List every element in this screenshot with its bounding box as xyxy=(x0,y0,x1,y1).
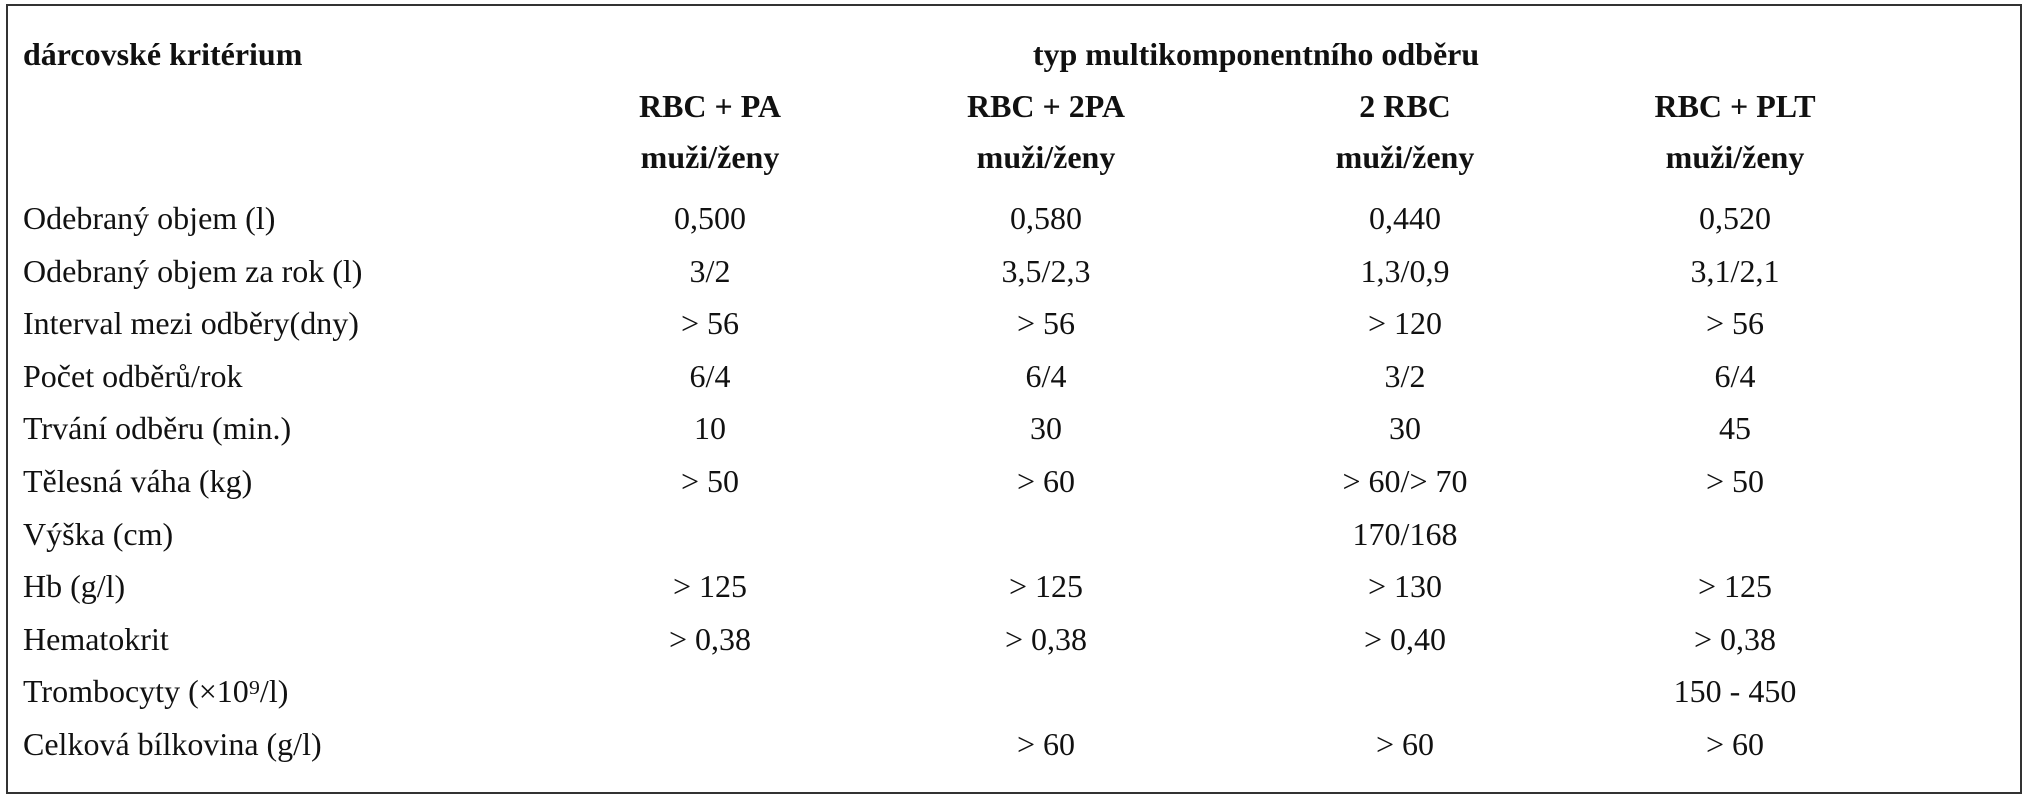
column-name: RBC + PLT xyxy=(1654,88,1816,124)
row-label: Hb (g/l) xyxy=(23,568,126,605)
cell: > 0,38 xyxy=(1004,620,1088,657)
row-label: Tělesná váha (kg) xyxy=(23,463,253,499)
cell: 0,440 xyxy=(1369,200,1441,236)
cell: > 60 xyxy=(1016,726,1076,762)
cell: > 56 xyxy=(1705,305,1765,342)
row-label: Celková bílkovina (g/l) xyxy=(23,726,322,762)
cell: 0,580 xyxy=(1010,200,1082,236)
cell: > 60 xyxy=(1705,726,1765,762)
table-frame xyxy=(6,4,2022,794)
column-sub: muži/ženy xyxy=(976,139,1116,175)
column-sub: muži/ženy xyxy=(1335,139,1475,175)
cell: > 60 xyxy=(1375,726,1435,762)
row-label: Interval mezi odběry(dny) xyxy=(23,305,359,342)
cell: 3,5/2,3 xyxy=(1001,252,1091,289)
row-label: Výška (cm) xyxy=(23,515,174,552)
row-label: Odebraný objem (l) xyxy=(23,200,276,236)
cell: > 125 xyxy=(672,568,748,605)
column-sub: muži/ženy xyxy=(640,139,780,175)
cell: 170/168 xyxy=(1352,515,1458,552)
column-name: RBC + PA xyxy=(638,88,782,124)
cell: > 0,38 xyxy=(1693,620,1777,657)
cell: 30 xyxy=(1030,410,1062,447)
cell: 3,1/2,1 xyxy=(1690,252,1780,289)
row-label: Trvání odběru (min.) xyxy=(23,410,292,447)
cell: 45 xyxy=(1719,410,1751,447)
cell: 6/4 xyxy=(689,357,731,394)
cell: > 0,38 xyxy=(668,620,752,657)
column-name: 2 RBC xyxy=(1359,88,1451,124)
row-label: Počet odběrů/rok xyxy=(23,357,243,394)
column-name: RBC + 2PA xyxy=(966,88,1126,124)
cell: > 125 xyxy=(1008,568,1084,605)
cell: > 0,40 xyxy=(1363,620,1447,657)
cell: 3/2 xyxy=(689,252,731,289)
row-label: Trombocyty (×10⁹/l) xyxy=(23,673,289,710)
cell: 1,3/0,9 xyxy=(1360,252,1450,289)
cell: 6/4 xyxy=(1025,357,1067,394)
cell: 0,520 xyxy=(1699,200,1771,236)
row-label: Hematokrit xyxy=(23,620,169,657)
cell: 6/4 xyxy=(1714,357,1756,394)
cell: > 56 xyxy=(680,305,740,342)
cell: > 125 xyxy=(1697,568,1773,605)
cell: 10 xyxy=(694,410,726,447)
cell: 0,500 xyxy=(674,200,746,236)
criterion-header: dárcovské kritérium xyxy=(23,36,303,72)
cell: > 60 xyxy=(1016,463,1076,499)
cell: 150 - 450 xyxy=(1673,673,1797,710)
cell: > 120 xyxy=(1367,305,1443,342)
cell: > 50 xyxy=(1705,463,1765,499)
cell: > 60/> 70 xyxy=(1342,463,1468,499)
group-header: typ multikomponentního odběru xyxy=(1032,36,1480,72)
cell: > 130 xyxy=(1367,568,1443,605)
cell: > 56 xyxy=(1016,305,1076,342)
cell: 3/2 xyxy=(1384,357,1426,394)
cell: 30 xyxy=(1389,410,1421,447)
column-sub: muži/ženy xyxy=(1665,139,1805,175)
row-label: Odebraný objem za rok (l) xyxy=(23,252,363,289)
cell: > 50 xyxy=(680,463,740,499)
